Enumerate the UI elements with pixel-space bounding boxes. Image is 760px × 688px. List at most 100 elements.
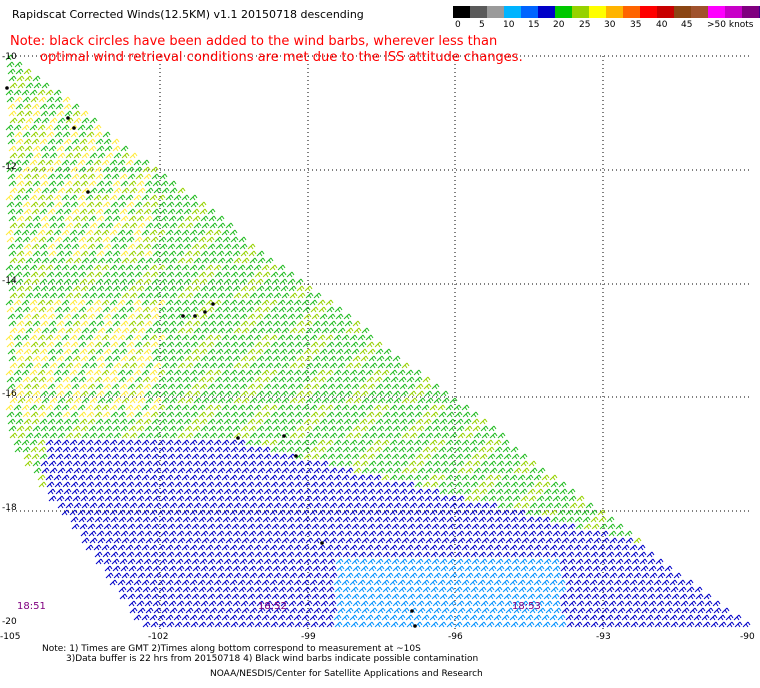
wind-barb [289,537,298,544]
wind-barb [325,369,334,376]
wind-barb [231,593,240,600]
wind-barb [208,565,217,572]
wind-barb [246,271,255,278]
wind-barb [41,257,50,264]
wind-barb [431,488,440,495]
wind-barb [158,236,167,243]
wind-barb [327,593,336,600]
wind-barb [190,306,199,313]
wind-barb [104,355,113,362]
wind-barb [358,586,367,593]
wind-barb [126,201,135,208]
wind-barb [269,299,278,306]
wind-barb [97,537,106,544]
wind-barb [65,362,74,369]
wind-barb [240,425,249,432]
wind-barb [304,530,313,537]
wind-barb [135,593,144,600]
wind-barb [63,348,72,355]
wind-barb [183,453,192,460]
wind-barb [433,432,442,439]
wind-barb [79,348,88,355]
wind-barb [422,551,431,558]
wind-barb [262,306,271,313]
wind-barb [485,509,494,516]
wind-barb [150,166,159,173]
legend-label-35: 35 [630,20,642,30]
wind-barb [200,250,209,257]
wind-barb [433,572,442,579]
wind-barb [375,523,384,530]
wind-barb [369,502,378,509]
wind-barb [328,460,337,467]
wind-barb [89,432,98,439]
wind-barb [173,579,182,586]
wind-barb [23,453,32,460]
wind-barb [72,250,81,257]
wind-barb [61,334,70,341]
wind-barb [529,467,538,474]
wind-barb [321,397,330,404]
wind-barb [470,446,479,453]
wind-barb [574,551,583,558]
wind-barb [119,278,128,285]
wind-barb [105,362,114,369]
wind-barb [471,558,480,565]
wind-barb [285,439,294,446]
wind-barb [561,502,570,509]
wind-barb [207,243,216,250]
wind-barb [135,173,144,180]
wind-barb [168,600,177,607]
wind-barb [94,551,103,558]
wind-barb [216,250,225,257]
wind-barb [486,516,495,523]
wind-barb [73,362,82,369]
wind-barb [111,173,120,180]
wind-barb [393,607,402,614]
wind-barb [432,495,441,502]
wind-barb [351,383,360,390]
wind-barb [318,621,327,628]
wind-barb [6,96,15,103]
wind-barb [173,614,182,621]
wind-barb [192,355,201,362]
wind-barb [542,481,551,488]
wind-barb [583,523,592,530]
wind-barb [53,369,62,376]
wind-barb [607,593,616,600]
wind-barb [263,418,272,425]
wind-barb [173,264,182,271]
wind-barb [373,614,382,621]
wind-barb [159,523,168,530]
wind-barb [102,201,111,208]
wind-barb [311,558,320,565]
wind-barb [257,397,266,404]
wind-barb [142,481,151,488]
wind-barb [599,558,608,565]
wind-barb [241,257,250,264]
wind-barb [158,481,167,488]
wind-barb [126,166,135,173]
wind-barb [158,551,167,558]
wind-barb [88,145,97,152]
wind-barb [461,439,470,446]
wind-barb [201,502,210,509]
wind-barb [167,243,176,250]
wind-barb [39,453,48,460]
wind-barb [201,327,210,334]
wind-barb [526,621,535,628]
wind-barb [161,502,170,509]
wind-barb [328,320,337,327]
wind-barb [135,418,144,425]
wind-barb [453,474,462,481]
wind-barb [111,418,120,425]
wind-barb [344,390,353,397]
wind-barb [297,607,306,614]
wind-barb [38,166,47,173]
wind-barb [638,586,647,593]
wind-barb [85,404,94,411]
wind-barb [113,222,122,229]
wind-barb [470,516,479,523]
wind-barb [93,439,102,446]
wind-barb [287,418,296,425]
